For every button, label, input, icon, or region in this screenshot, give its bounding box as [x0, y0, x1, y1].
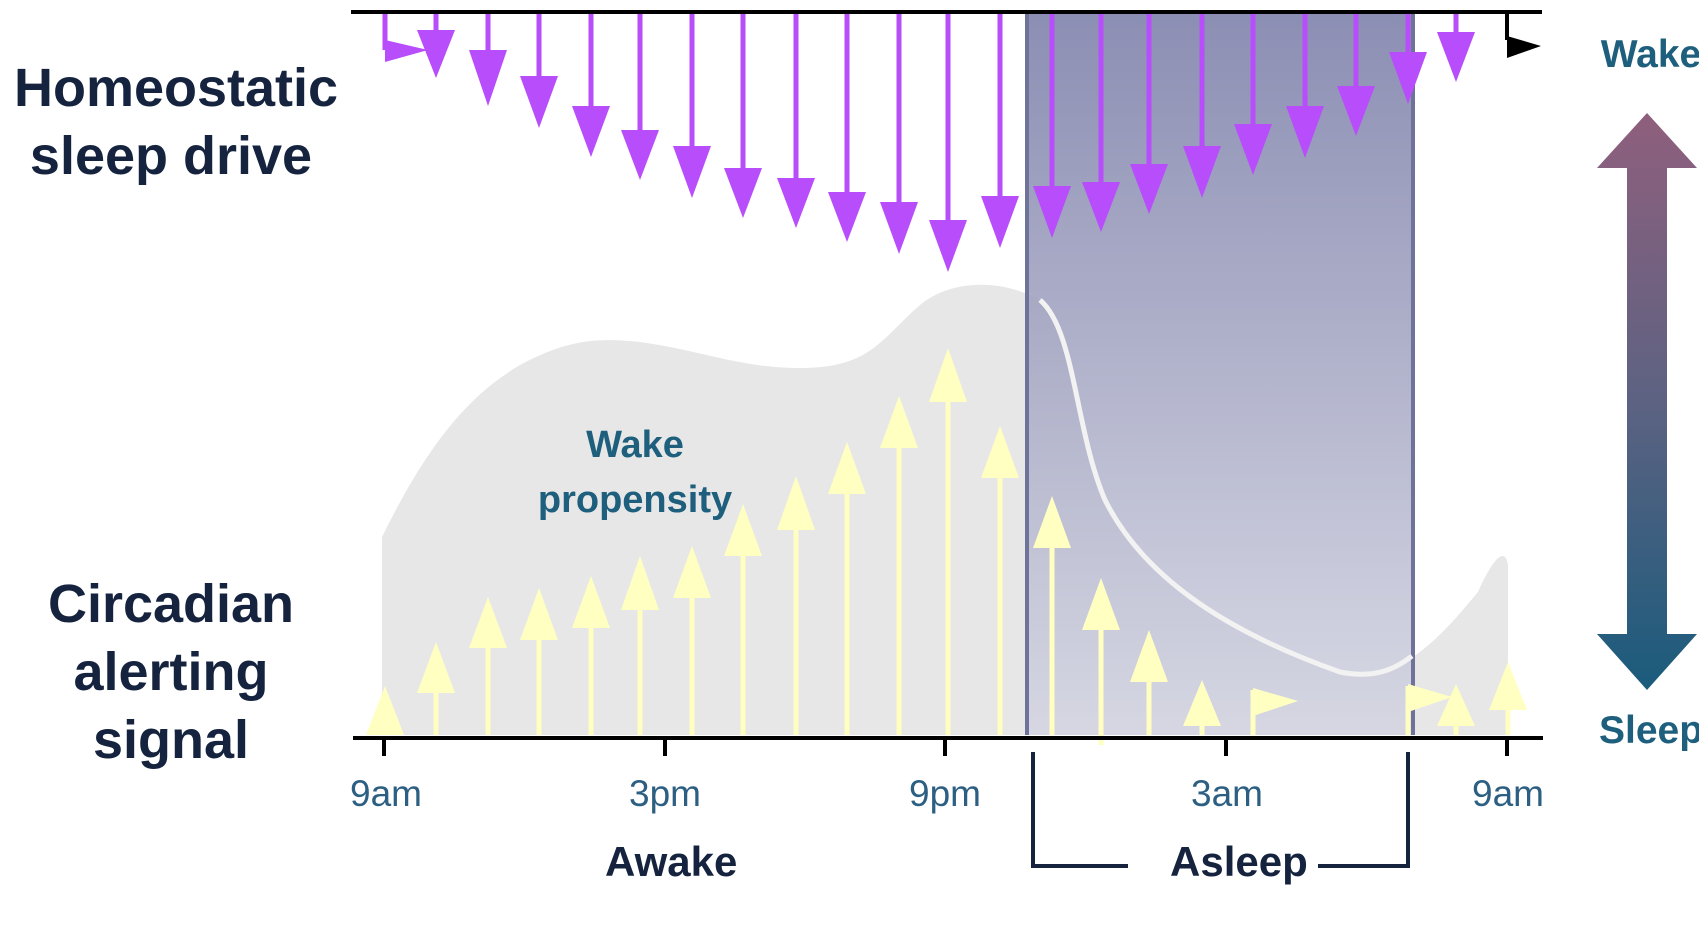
drive-arrow — [621, 14, 659, 180]
drive-arrow — [469, 14, 507, 106]
wake-sleep-scale-icon — [1597, 113, 1697, 690]
tick-label-3am: 3am — [1191, 773, 1263, 814]
drive-arrow — [1286, 14, 1324, 158]
alert-arrow — [673, 546, 711, 735]
drive-arrow — [1130, 14, 1168, 214]
alert-arrow — [366, 686, 404, 735]
alert-arrow — [1489, 662, 1527, 735]
wake-scale-label: Wake — [1600, 33, 1699, 76]
drive-arrow — [724, 14, 762, 218]
alert-arrow — [572, 576, 610, 735]
alert-arrow — [1033, 496, 1071, 735]
wake-propensity-curve-outline — [1038, 298, 1414, 677]
alert-arrow-flag — [1250, 688, 1298, 735]
alert-arrow — [724, 504, 762, 735]
alert-arrow — [520, 588, 558, 735]
tick-label-3pm: 3pm — [629, 773, 701, 814]
asleep-bracket — [1031, 752, 1410, 868]
tick-label-9am: 9am — [350, 773, 422, 814]
awake-label: Awake — [605, 838, 738, 885]
wake-propensity-label: Wake propensity — [537, 424, 733, 522]
drive-arrow — [1183, 14, 1221, 198]
drive-arrow — [673, 14, 711, 198]
drive-arrow — [929, 14, 967, 272]
drive-arrow — [1033, 14, 1071, 238]
alert-arrow — [777, 476, 815, 735]
circadian-label: Circadian alerting signal — [47, 574, 295, 771]
drive-arrow — [1082, 14, 1120, 232]
drive-arrow — [1234, 14, 1272, 175]
alert-arrow — [1130, 630, 1168, 735]
homeostatic-drive-arrows — [382, 14, 1541, 272]
drive-arrow — [981, 14, 1019, 248]
homeostatic-label: Homeostatic sleep drive — [14, 58, 339, 187]
drive-arrow — [417, 14, 455, 78]
alert-arrow — [929, 348, 967, 735]
drive-arrow — [1437, 14, 1475, 82]
asleep-label: Asleep — [1170, 838, 1308, 885]
alert-arrow — [828, 442, 866, 735]
drive-arrow — [828, 14, 866, 242]
tick-label-9pm: 9pm — [909, 773, 981, 814]
alert-arrow — [621, 556, 659, 735]
drive-arrow — [520, 14, 558, 128]
drive-arrow — [880, 14, 918, 254]
tick-label-9am-next: 9am — [1472, 773, 1544, 814]
drive-arrow — [382, 14, 428, 62]
drive-arrow — [572, 14, 610, 157]
alert-arrow-flag — [1405, 684, 1452, 735]
drive-arrow — [1337, 14, 1375, 136]
alert-arrow — [1437, 684, 1475, 735]
drive-arrow-end — [1505, 14, 1541, 58]
alert-arrow — [1082, 578, 1120, 745]
drive-arrow — [1389, 14, 1427, 104]
alert-arrow — [1183, 680, 1221, 735]
alert-arrow — [880, 396, 918, 735]
sleep-scale-label: Sleep — [1598, 709, 1699, 752]
drive-arrow — [777, 14, 815, 228]
alert-arrow — [981, 426, 1019, 735]
alert-arrow — [417, 642, 455, 735]
circadian-alert-arrows — [366, 348, 1527, 745]
alert-arrow — [469, 597, 507, 735]
time-axis-ticks — [382, 738, 1509, 756]
